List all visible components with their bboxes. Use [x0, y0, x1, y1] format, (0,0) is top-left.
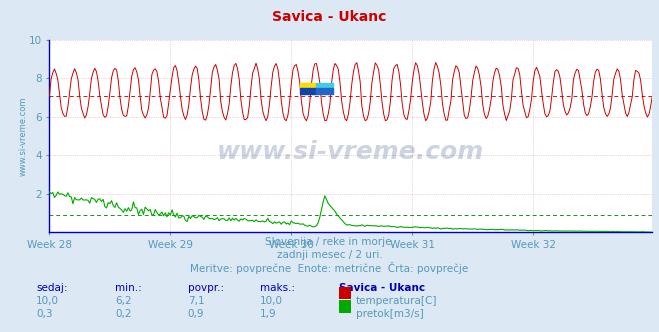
- Text: 0,2: 0,2: [115, 309, 132, 319]
- Text: Savica - Ukanc: Savica - Ukanc: [339, 283, 426, 293]
- Text: 0,3: 0,3: [36, 309, 53, 319]
- Text: povpr.:: povpr.:: [188, 283, 224, 293]
- Text: sedaj:: sedaj:: [36, 283, 68, 293]
- Text: 1,9: 1,9: [260, 309, 277, 319]
- Bar: [300, 83, 316, 88]
- Text: 10,0: 10,0: [260, 296, 283, 306]
- Text: Savica - Ukanc: Savica - Ukanc: [272, 10, 387, 24]
- Text: min.:: min.:: [115, 283, 142, 293]
- Text: maks.:: maks.:: [260, 283, 295, 293]
- Bar: [316, 83, 333, 88]
- Text: Meritve: povprečne  Enote: metrične  Črta: povprečje: Meritve: povprečne Enote: metrične Črta:…: [190, 262, 469, 274]
- Text: Slovenija / reke in morje.: Slovenija / reke in morje.: [264, 237, 395, 247]
- Text: 7,1: 7,1: [188, 296, 204, 306]
- Y-axis label: www.si-vreme.com: www.si-vreme.com: [18, 96, 27, 176]
- Text: temperatura[C]: temperatura[C]: [356, 296, 438, 306]
- Text: www.si-vreme.com: www.si-vreme.com: [217, 139, 484, 164]
- Text: 6,2: 6,2: [115, 296, 132, 306]
- Text: 10,0: 10,0: [36, 296, 59, 306]
- Bar: [300, 88, 316, 94]
- Bar: [316, 88, 333, 94]
- Text: pretok[m3/s]: pretok[m3/s]: [356, 309, 424, 319]
- Text: 0,9: 0,9: [188, 309, 204, 319]
- Text: zadnji mesec / 2 uri.: zadnji mesec / 2 uri.: [277, 250, 382, 260]
